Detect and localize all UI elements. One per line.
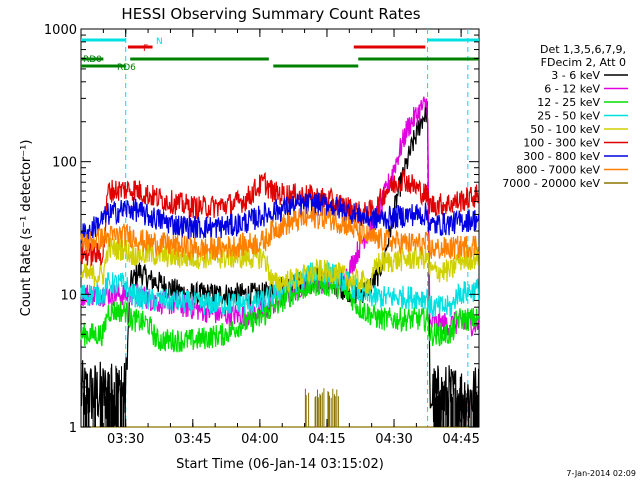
legend: Det 1,3,5,6,7,9, FDecim 2, Att 0 3 - 6 k… <box>502 43 628 190</box>
legend-label-5: 100 - 300 keV <box>523 137 600 150</box>
status-bar-label-rd6: RD6 <box>117 63 136 73</box>
date-stamp: 7-Jan-2014 02:09 <box>566 469 636 478</box>
chart-title: HESSI Observing Summary Count Rates <box>121 5 420 23</box>
y-axis-label: Count Rate (s⁻¹ detector⁻¹) <box>19 140 34 317</box>
series-line-5 <box>80 168 480 267</box>
series-line-6 <box>80 192 480 245</box>
legend-header-line-2: FDecim 2, Att 0 <box>541 56 626 69</box>
x-tick-label-2: 04:00 <box>241 432 278 447</box>
legend-label-3: 25 - 50 keV <box>537 110 600 123</box>
legend-label-8: 7000 - 20000 keV <box>502 177 600 190</box>
legend-label-2: 12 - 25 keV <box>537 96 600 109</box>
series-line-7 <box>80 205 480 261</box>
tick-layer: 03:30 03:45 04:00 04:15 04:30 04:45 1 10 100 1000 <box>44 23 480 447</box>
plot-area: NF RD0 RD6 03:30 03:45 04:00 04:15 04:30 04:45 1… <box>44 23 480 447</box>
status-bar-label-rd0: RD0 <box>83 55 102 65</box>
x-tick-label-3: 04:15 <box>308 432 345 447</box>
x-axis-label: Start Time (06-Jan-14 03:15:02) <box>176 457 384 472</box>
x-tick-label-0: 03:30 <box>107 432 144 447</box>
y-tick-label-1: 10 <box>60 288 77 303</box>
status-bar-label-f: F <box>143 44 148 54</box>
series-line-3 <box>80 261 480 318</box>
series-spikes-3-6kev-upper <box>107 365 122 427</box>
series-layer <box>80 96 480 428</box>
status-bar-label-n: N <box>156 37 163 47</box>
legend-label-1: 6 - 12 keV <box>544 83 600 96</box>
x-tick-label-4: 04:30 <box>375 432 412 447</box>
x-tick-label-5: 04:45 <box>442 432 479 447</box>
legend-label-7: 800 - 7000 keV <box>516 164 600 177</box>
y-tick-label-3: 1000 <box>44 23 77 38</box>
legend-label-4: 50 - 100 keV <box>530 123 600 136</box>
series-line-4 <box>80 238 479 294</box>
y-tick-label-2: 100 <box>52 156 77 171</box>
series-spikes-3-6kev <box>82 388 479 427</box>
x-tick-label-1: 03:45 <box>174 432 211 447</box>
y-tick-label-0: 1 <box>69 421 77 436</box>
legend-header-line-1: Det 1,3,5,6,7,9, <box>540 43 626 56</box>
legend-label-6: 300 - 800 keV <box>523 150 600 163</box>
legend-label-0: 3 - 6 keV <box>551 69 600 82</box>
series-spikes-7000-20000kev <box>304 388 339 427</box>
